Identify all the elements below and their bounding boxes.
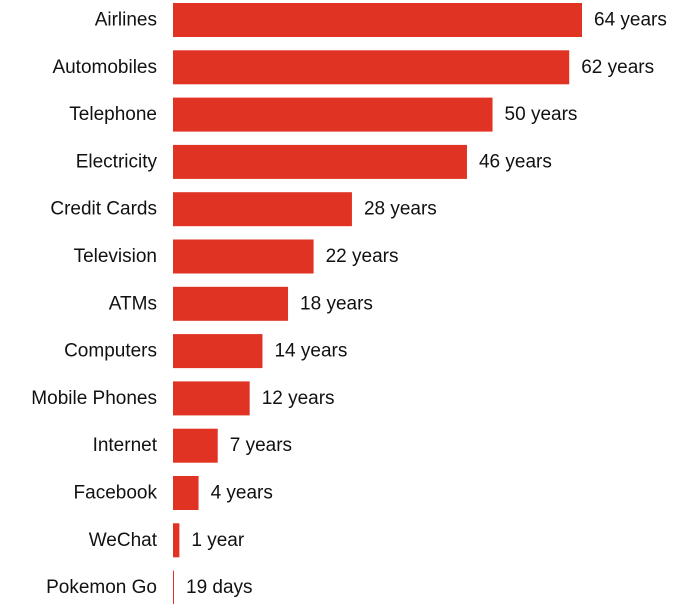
value-label: 18 years <box>300 293 373 314</box>
value-label: 1 year <box>191 530 244 551</box>
value-label: 62 years <box>581 57 654 78</box>
value-label: 7 years <box>230 435 292 456</box>
category-label: Telephone <box>69 104 157 125</box>
category-label: Electricity <box>76 151 158 172</box>
category-label: ATMs <box>109 293 157 314</box>
category-label: Pokemon Go <box>46 577 157 598</box>
value-label: 28 years <box>364 199 437 220</box>
value-label: 12 years <box>262 388 335 409</box>
category-label: WeChat <box>89 530 158 551</box>
category-label: Television <box>74 246 157 267</box>
value-label: 14 years <box>274 341 347 362</box>
bar <box>173 144 467 179</box>
category-label: Internet <box>93 435 158 456</box>
bar <box>173 428 218 463</box>
bar <box>173 3 582 37</box>
category-label: Computers <box>64 341 157 362</box>
bar <box>173 97 493 132</box>
bar <box>173 476 199 510</box>
category-label: Automobiles <box>52 57 157 78</box>
value-label: 4 years <box>211 483 273 504</box>
bar <box>173 239 314 274</box>
bar <box>173 50 570 85</box>
value-label: 50 years <box>505 104 578 125</box>
bar <box>173 523 180 558</box>
category-label: Mobile Phones <box>31 388 157 409</box>
category-label: Facebook <box>74 483 158 504</box>
value-label: 22 years <box>326 246 399 267</box>
bars-layer: Airlines 64 years Automobiles 62 years Telep… <box>31 3 667 605</box>
bar <box>173 286 289 321</box>
bar <box>173 192 352 227</box>
bar <box>173 570 174 605</box>
value-label: 46 years <box>479 151 552 172</box>
bar <box>173 334 263 369</box>
value-label: 64 years <box>594 10 667 31</box>
category-label: Airlines <box>95 10 157 31</box>
value-label: 19 days <box>186 577 253 598</box>
category-label: Credit Cards <box>50 199 157 220</box>
bar <box>173 381 250 416</box>
